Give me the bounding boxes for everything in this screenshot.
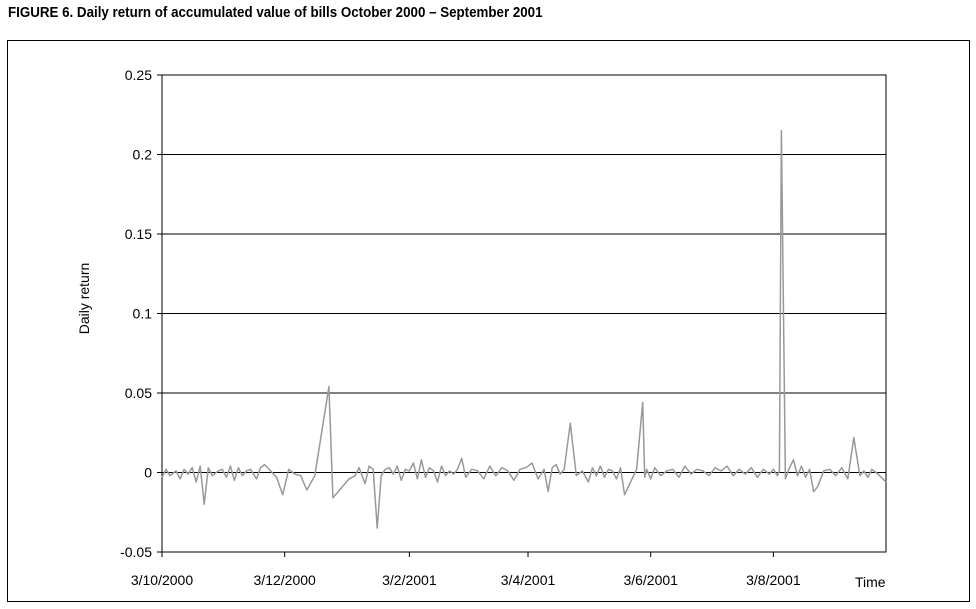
y-tick-label: 0.1 xyxy=(133,306,153,322)
x-tick-label: 3/8/2001 xyxy=(746,572,801,588)
x-tick-label: 3/10/2000 xyxy=(131,572,193,588)
y-tick-label: 0 xyxy=(144,465,152,481)
figure-title: FIGURE 6. Daily return of accumulated va… xyxy=(8,5,543,21)
chart-frame xyxy=(7,40,970,602)
y-tick-label: -0.05 xyxy=(120,544,152,560)
series-line xyxy=(161,129,887,529)
x-tick-label: 3/6/2001 xyxy=(623,572,678,588)
gridlines xyxy=(162,74,886,553)
x-tick-label: 3/4/2001 xyxy=(501,572,556,588)
x-axis-title: Time xyxy=(855,574,886,590)
y-tick-label: 0.2 xyxy=(133,147,153,163)
x-tick-label: 3/2/2001 xyxy=(382,572,437,588)
y-axis-title: Daily return xyxy=(76,263,92,335)
x-axis-ticks: 3/10/2000 3/12/2000 3/2/2001 3/4/2001 3/6/20… xyxy=(131,552,801,588)
y-tick-label: 0.05 xyxy=(125,385,152,401)
y-tick-label: 0.15 xyxy=(125,226,152,242)
y-axis-ticks: -0.05 0 0.05 0.1 0.15 0.2 0.25 xyxy=(120,67,162,560)
y-tick-label: 0.25 xyxy=(125,67,152,83)
x-tick-label: 3/12/2000 xyxy=(254,572,316,588)
